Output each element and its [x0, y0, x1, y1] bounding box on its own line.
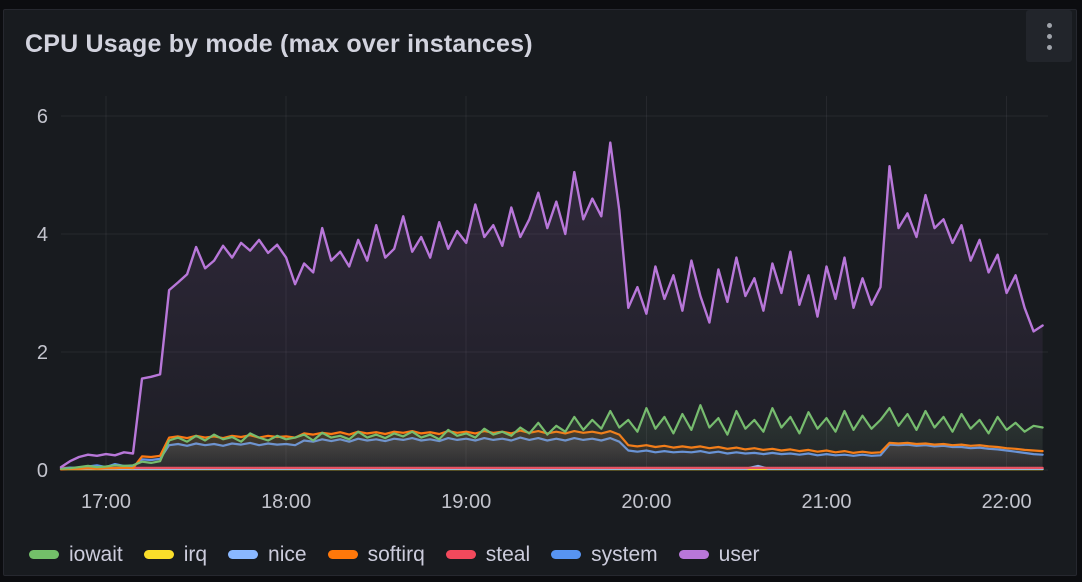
- legend-item-iowait[interactable]: iowait: [29, 544, 123, 565]
- legend-item-user[interactable]: user: [678, 542, 760, 566]
- svg-text:17:00: 17:00: [81, 491, 131, 513]
- svg-text:0: 0: [37, 460, 48, 482]
- svg-text:4: 4: [37, 224, 48, 246]
- panel-menu-button[interactable]: [1026, 10, 1072, 62]
- legend-item-system[interactable]: system: [551, 544, 658, 565]
- svg-text:18:00: 18:00: [261, 491, 311, 513]
- legend-swatch-irq: [143, 549, 174, 559]
- chart-svg: 0 2 4 6 17:00 18:00 19:00 20:00 21:00 22:00: [37, 96, 1048, 513]
- cpu-usage-panel: CPU Usage by mode (max over instances) 0…: [3, 9, 1077, 576]
- svg-text:20:00: 20:00: [621, 491, 671, 513]
- legend-item-nice[interactable]: nice: [228, 544, 307, 565]
- legend-item-steal[interactable]: steal: [445, 542, 531, 566]
- kebab-menu-icon: [1046, 22, 1052, 50]
- svg-text:21:00: 21:00: [801, 491, 851, 513]
- legend-item-irq[interactable]: irq: [143, 542, 208, 566]
- legend: iowait irq nice softirq steal system use…: [4, 537, 1076, 571]
- time-series-chart[interactable]: 0 2 4 6 17:00 18:00 19:00 20:00 21:00 22:00: [4, 60, 1076, 515]
- svg-text:19:00: 19:00: [441, 491, 491, 513]
- legend-label: nice: [268, 542, 307, 566]
- svg-text:22:00: 22:00: [982, 491, 1032, 513]
- legend-item-softirq[interactable]: softirq: [327, 542, 425, 566]
- legend-swatch-nice: [228, 549, 259, 559]
- legend-label: softirq: [367, 542, 425, 566]
- legend-label: user: [718, 542, 760, 566]
- legend-label: system: [591, 542, 658, 566]
- legend-swatch-softirq: [327, 549, 358, 559]
- legend-swatch-iowait: [29, 549, 59, 559]
- svg-text:2: 2: [37, 342, 48, 364]
- legend-swatch-system: [551, 549, 582, 559]
- svg-text:6: 6: [37, 106, 48, 128]
- legend-label: iowait: [69, 542, 123, 566]
- legend-swatch-steal: [445, 549, 476, 559]
- panel-title[interactable]: CPU Usage by mode (max over instances): [25, 30, 533, 58]
- legend-label: irq: [183, 542, 208, 566]
- legend-label: steal: [485, 542, 531, 566]
- legend-swatch-user: [678, 549, 709, 559]
